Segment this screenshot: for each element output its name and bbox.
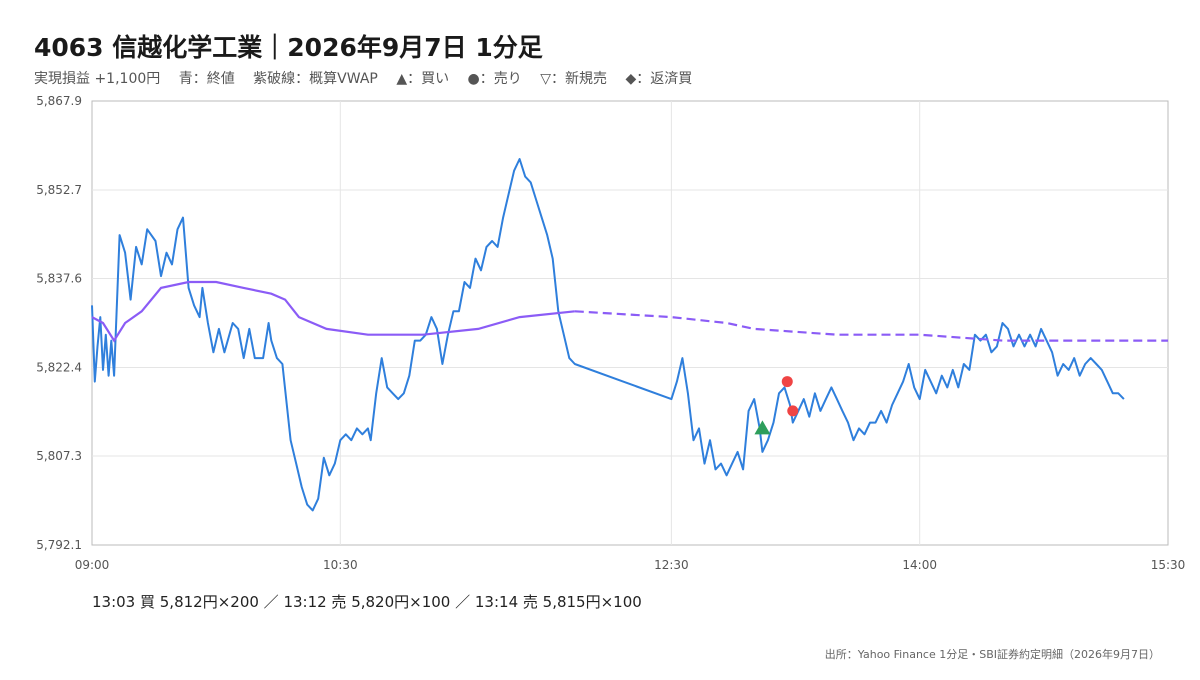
y-tick-label: 5,807.3 — [36, 449, 82, 463]
legend-sell: ●：売り — [467, 71, 522, 87]
legend-vwap: 紫破線：概算VWAP — [253, 71, 378, 87]
plot-area — [91, 100, 1169, 546]
x-tick-label: 09:00 — [75, 558, 110, 572]
y-tick-label: 5,852.7 — [36, 183, 82, 197]
x-tick-label: 12:30 — [654, 558, 689, 572]
vwap-line-dashed — [574, 310, 1168, 342]
y-tick-label: 5,822.4 — [36, 361, 82, 375]
y-tick-label: 5,837.6 — [36, 271, 82, 285]
legend-close: 青：終値 — [178, 71, 235, 87]
legend-short: ▽：新規売 — [540, 71, 607, 87]
legend-cover: ◆：返済買 — [625, 71, 693, 87]
price-chart: 5,792.1 5,807.3 5,822.4 5,837.6 5,852.7 5,867… — [36, 94, 1186, 572]
legend-realized-pnl: 実現損益 +1,100円 — [34, 71, 161, 87]
sell-marker — [787, 405, 799, 417]
buy-marker — [754, 420, 771, 435]
chart-legend-line: 実現損益 +1,100円 青：終値 紫破線：概算VWAP ▲：買い ●：売り ▽… — [34, 68, 706, 88]
vwap-line-solid — [91, 280, 575, 343]
x-tick-label: 15:30 — [1151, 558, 1186, 572]
y-tick-label: 5,867.9 — [36, 94, 82, 108]
x-tick-label: 10:30 — [323, 558, 358, 572]
sell-marker — [781, 376, 793, 388]
trade-summary: 13:03 買 5,812円×200 ／ 13:12 売 5,820円×100 … — [92, 593, 642, 611]
x-tick-label: 14:00 — [902, 558, 937, 572]
chart-title: 4063 信越化学工業｜2026年9月7日 1分足 — [34, 33, 543, 62]
close-price-line — [91, 158, 1125, 512]
y-tick-label: 5,792.1 — [36, 538, 82, 552]
legend-buy: ▲：買い — [396, 71, 450, 87]
source-note: 出所：Yahoo Finance 1分足・SBI証券約定明細（2026年9月7日… — [824, 648, 1160, 661]
